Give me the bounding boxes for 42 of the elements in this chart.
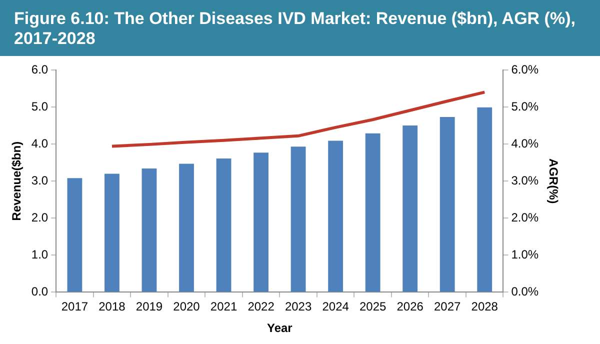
bar: [402, 126, 418, 292]
y-tick-label: 5.0: [31, 99, 48, 114]
bar: [179, 164, 194, 292]
x-tick-label: 2026: [396, 300, 424, 314]
x-axis-title: Year: [266, 321, 293, 336]
x-tick-label: 2024: [322, 300, 350, 314]
x-tick-label: 2021: [210, 300, 238, 314]
x-tick-label: 2028: [471, 300, 498, 314]
x-tick-label: 2018: [98, 300, 126, 314]
x-tick-label: 2022: [248, 300, 275, 314]
bar: [104, 174, 120, 292]
x-tick-label: 2027: [434, 300, 462, 314]
y2-tick-label: 1.0%: [511, 247, 539, 262]
bar: [365, 133, 380, 292]
y2-tick-label: 4.0%: [511, 136, 539, 150]
y-tick-label: 4.0: [31, 136, 48, 150]
y2-tick-label: 2.0%: [511, 210, 539, 224]
bar: [290, 146, 306, 292]
x-tick-label: 2019: [136, 300, 163, 314]
y2-tick-label: 6.0%: [511, 62, 539, 76]
y-tick-label: 6.0: [31, 62, 48, 76]
bar: [254, 152, 268, 292]
bar: [142, 168, 157, 292]
x-tick-label: 2020: [173, 300, 200, 314]
y2-tick-label: 0.0%: [511, 284, 539, 299]
y-tick-label: 2.0: [31, 210, 48, 224]
bar: [440, 117, 455, 292]
y-tick-label: 1.0: [31, 247, 48, 262]
chart-title: Figure 6.10: The Other Diseases IVD Market: Revenue ($bn), AGR (%), 2017-2028: [0, 0, 600, 56]
bar: [477, 107, 492, 292]
x-tick-label: 2025: [359, 300, 386, 314]
x-tick-label: 2017: [61, 300, 88, 314]
bar: [328, 140, 344, 292]
y-tick-label: 3.0: [31, 173, 48, 188]
y-tick-label: 0.0: [31, 284, 48, 299]
y2-tick-label: 3.0%: [511, 173, 539, 188]
bar: [216, 158, 232, 292]
x-tick-label: 2023: [284, 300, 312, 314]
y2-tick-label: 5.0%: [511, 99, 539, 114]
y-axis-title: Revenue($bn): [10, 141, 24, 221]
y2-axis-title: AGR(%): [546, 158, 560, 204]
bar: [67, 178, 82, 292]
